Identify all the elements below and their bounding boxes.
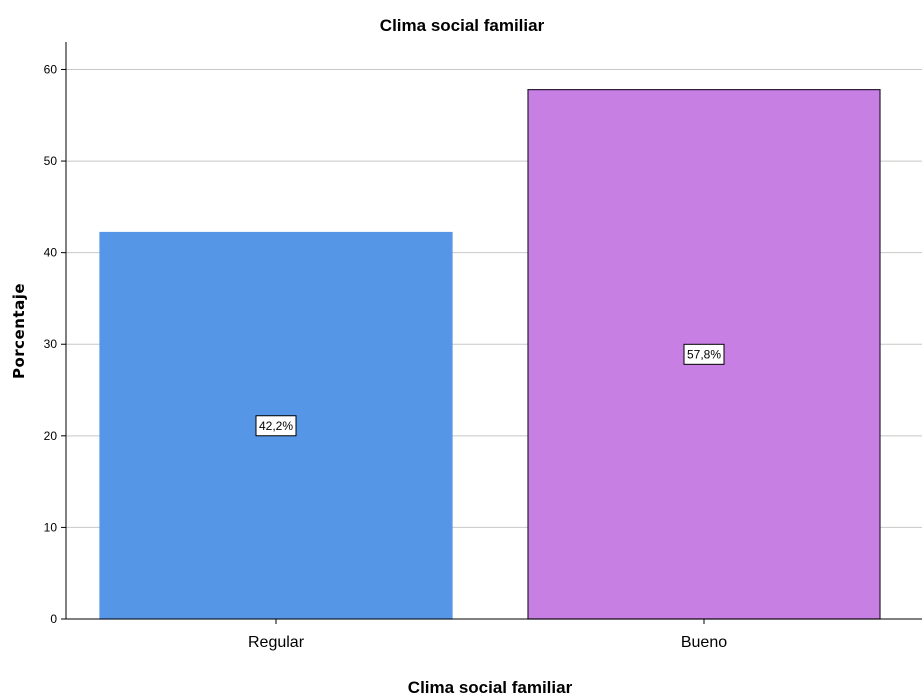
y-tick-label: 10 [44,520,58,534]
y-tick-label: 0 [50,612,57,626]
data-label-box [683,343,725,365]
x-tick-label: Regular [248,634,305,651]
y-tick-label: 20 [44,429,58,443]
data-label: 42,2% [259,419,293,433]
y-tick-label: 30 [44,337,58,351]
x-tick-label: Bueno [681,634,727,651]
chart-title: Clima social familiar [380,16,545,35]
y-tick-label: 50 [44,154,58,168]
y-ticks: 0 10 20 30 40 50 60 [44,62,66,626]
x-axis-label: Clima social familiar [408,678,573,697]
y-axis-label: Porcentaje [10,283,28,379]
y-tick-label: 60 [44,62,58,76]
y-tick-label: 40 [44,246,58,260]
x-ticks: Regular Bueno [248,619,727,651]
bars [99,89,881,620]
data-labels: 42,2% 57,8% [255,343,725,437]
data-label: 57,8% [687,347,721,361]
data-label-box [255,415,297,437]
